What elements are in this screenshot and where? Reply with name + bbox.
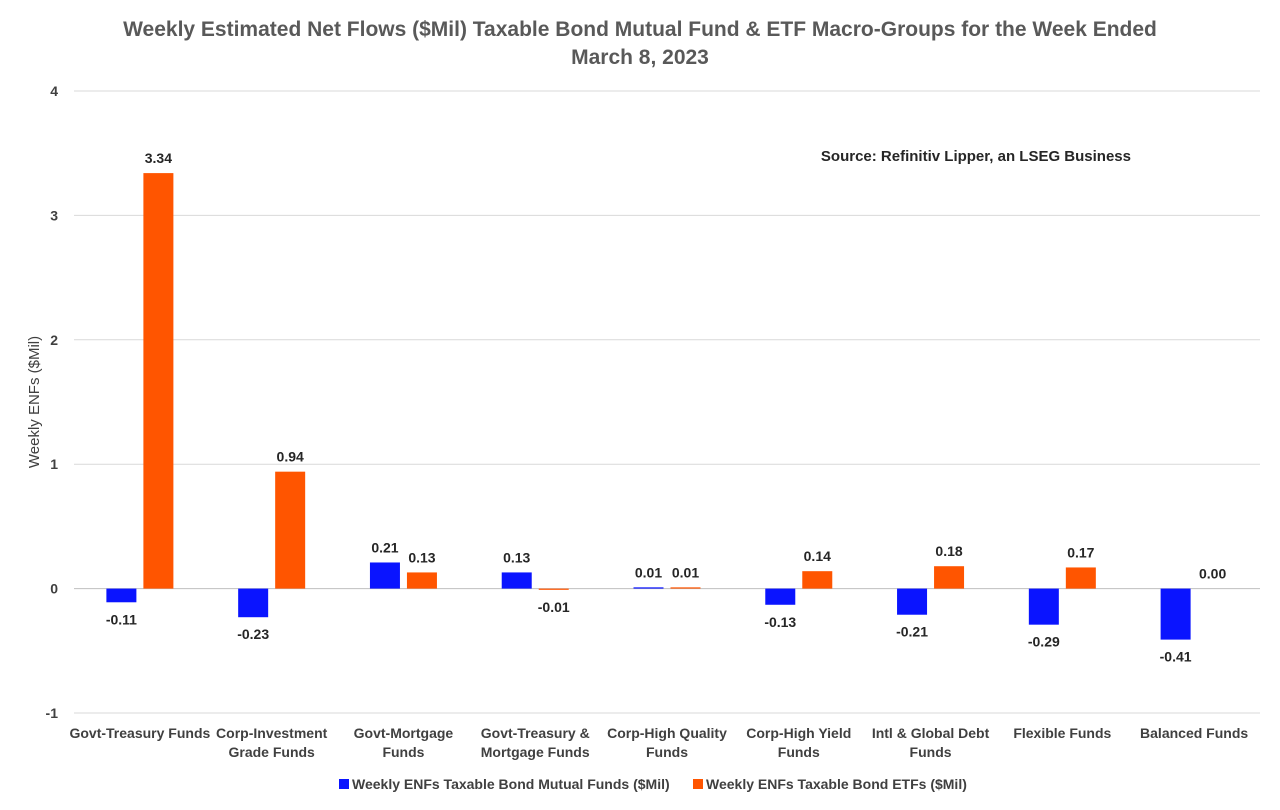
data-label: -0.01 [538,599,570,615]
y-tick-label: 0 [50,581,58,597]
data-label: -0.11 [106,611,137,627]
source-annotation: Source: Refinitiv Lipper, an LSEG Busine… [821,148,1131,165]
data-label: -0.23 [237,626,269,642]
bar-mutual-funds [369,562,400,589]
x-tick-label: Govt-Treasury & Mortgage Funds [481,725,590,760]
bar-etfs [143,173,174,589]
x-tick-label-line: Funds [778,744,820,760]
x-tick-label-line: Funds [382,744,424,760]
data-label: 0.13 [408,549,435,565]
legend-label-etfs: Weekly ENFs Taxable Bond ETFs ($Mil) [706,776,967,792]
data-label: 0.14 [804,548,831,564]
x-tick-label-line: Govt-Treasury Funds [69,725,210,741]
gridlines [74,90,1260,714]
bar-etfs [802,571,833,589]
data-label: -0.29 [1028,634,1060,650]
bar-mutual-funds [238,588,269,618]
x-tick-label: Flexible Funds [1013,725,1111,741]
bar-etfs [1065,567,1096,589]
data-labels: -0.11 -0.23 0.21 0.13 0.01 -0.13 -0.21 -0.29 -0.… [106,150,1227,665]
x-tick-label-line: Corp-Investment [216,725,328,741]
bar-mutual-funds [897,588,928,615]
legend: Weekly ENFs Taxable Bond Mutual Funds ($… [339,776,967,792]
x-tick-label-line: Corp-High Quality [607,725,727,741]
bar-mutual-funds [1028,588,1059,625]
y-tick-label: 4 [50,83,58,99]
x-tick-label: Intl & Global Debt Funds [872,725,990,760]
axes: -1 0 1 2 3 4 Govt-Treasury Funds Corp-Investmen… [46,83,1249,760]
bar-etfs [670,587,701,589]
data-label: 0.13 [503,549,530,565]
x-tick-label-line: Funds [910,744,952,760]
y-axis-title: Weekly ENFs ($Mil) [26,336,43,468]
x-tick-label-line: Mortgage Funds [481,744,590,760]
legend-swatch-mutual-funds [339,779,349,789]
data-label: 0.01 [672,564,699,580]
bar-mutual-funds [1160,588,1191,640]
y-tick-label: -1 [46,705,59,721]
data-label: 0.17 [1067,544,1094,560]
bar-etfs [538,588,569,590]
x-tick-label-line: Flexible Funds [1013,725,1111,741]
legend-swatch-etfs [693,779,703,789]
y-tick-label: 1 [50,456,58,472]
x-tick-label-line: Govt-Mortgage [354,725,454,741]
y-tick-label: 2 [50,332,58,348]
chart-subtitle: March 8, 2023 [571,46,709,69]
x-tick-label-line: Funds [646,744,688,760]
x-tick-label: Corp-Investment Grade Funds [216,725,328,760]
data-label: -0.21 [896,624,928,640]
bar-etfs [406,572,437,589]
chart-title: Weekly Estimated Net Flows ($Mil) Taxabl… [123,18,1157,41]
bar-etfs [934,566,965,589]
bar-mutual-funds [765,588,796,605]
data-label: 0.18 [935,543,962,559]
data-label: -0.41 [1160,649,1192,665]
legend-label-mutual-funds: Weekly ENFs Taxable Bond Mutual Funds ($… [352,776,670,792]
y-tick-label: 3 [50,207,58,223]
x-tick-label: Govt-Mortgage Funds [354,725,454,760]
x-tick-label: Balanced Funds [1140,725,1248,741]
data-label: 0.00 [1199,566,1226,582]
x-tick-label-line: Govt-Treasury & [481,725,590,741]
data-label: 0.21 [371,539,398,555]
data-label: -0.13 [764,614,796,630]
bar-mutual-funds [633,587,664,589]
x-tick-label: Corp-High Yield Funds [746,725,851,760]
data-label: 0.94 [277,449,304,465]
bars [106,173,1191,640]
x-tick-label-line: Grade Funds [228,744,315,760]
data-label: 0.01 [635,564,662,580]
bar-etfs [275,471,306,589]
x-tick-label: Corp-High Quality Funds [607,725,727,760]
x-tick-label-line: Corp-High Yield [746,725,851,741]
x-tick-label: Govt-Treasury Funds [69,725,210,741]
data-label: 3.34 [145,150,172,166]
x-tick-label-line: Balanced Funds [1140,725,1248,741]
bar-mutual-funds [106,588,137,603]
bar-mutual-funds [501,572,532,589]
x-tick-label-line: Intl & Global Debt [872,725,990,741]
